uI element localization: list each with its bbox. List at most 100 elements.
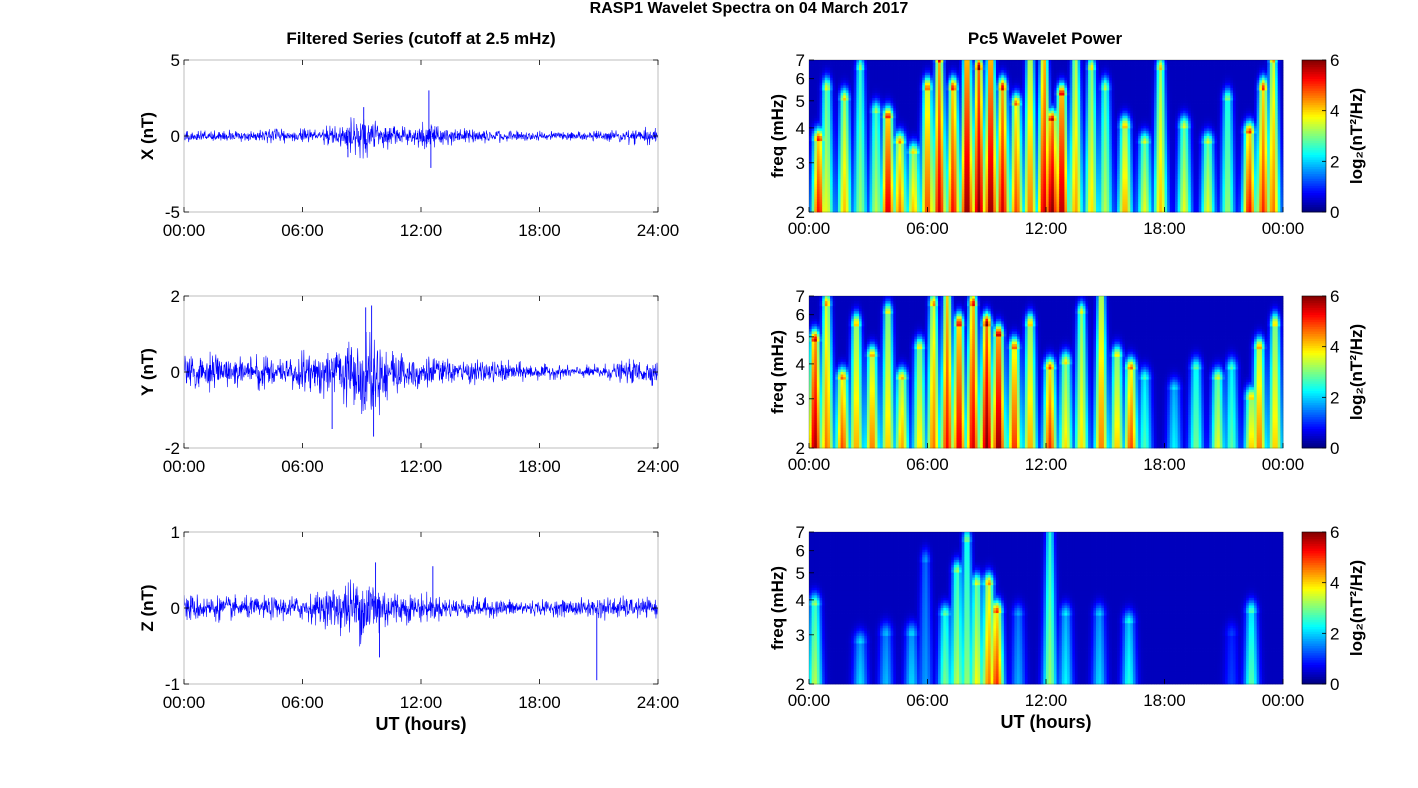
spectrogram-cell [977, 146, 981, 150]
spectrogram-cell [845, 209, 849, 213]
spectrogram-cell [824, 171, 828, 175]
spectrogram-cell [819, 87, 823, 91]
spectrogram-cell [969, 166, 973, 170]
spectrogram-cell [982, 125, 986, 129]
spectrogram-cell [864, 115, 868, 119]
spectrogram-cell [901, 209, 905, 213]
spectrogram-cell [835, 87, 839, 91]
spectrogram-cell [819, 60, 823, 63]
spectrogram-cell [990, 171, 994, 175]
spectrogram-cell [953, 163, 957, 167]
spectrogram-cell [953, 146, 957, 150]
spectrogram-cell [890, 181, 894, 185]
spectrogram-cell [903, 120, 907, 124]
spectrogram-cell [906, 130, 910, 134]
spectrogram-cell [890, 72, 894, 76]
spectrogram-cell [927, 141, 931, 144]
spectrogram-cell [1009, 120, 1013, 124]
spectrogram-cell [943, 125, 947, 129]
spectrogram-cell [985, 156, 989, 160]
spectrogram-cell [914, 176, 918, 180]
spectrogram-cell [985, 110, 989, 114]
spectrogram-cell [938, 130, 942, 134]
spectrogram-cell [893, 189, 897, 193]
spectrogram-cell [1017, 75, 1021, 79]
spectrogram-cell [1009, 184, 1013, 188]
spectrogram-cell [822, 143, 826, 147]
spectrogram-cell [990, 92, 994, 96]
spectrogram-cell [1006, 133, 1010, 137]
spectrogram-cell [890, 141, 894, 144]
spectrogram-cell [916, 158, 920, 162]
spectrogram-cell [853, 70, 857, 74]
spectrogram-cell [866, 141, 870, 144]
spectrogram-cell [835, 174, 839, 177]
timeseries-panel-x: 50-500:00 06:00 12:00 18:00 24:00X (nT) [138, 51, 679, 240]
spectrogram-cell [974, 189, 978, 193]
spectrogram-cell [814, 92, 818, 96]
spectrogram-cell [1017, 141, 1021, 144]
spectrogram-cell [822, 209, 826, 213]
spectrogram-cell [830, 189, 834, 193]
spectrogram-cell [911, 110, 915, 114]
spectrogram-cell [893, 156, 897, 160]
spectrogram-cell [843, 179, 847, 182]
spectrogram-cell [982, 128, 986, 132]
spectrogram-cell [916, 80, 920, 84]
spectrogram-cell [951, 82, 955, 86]
spectrogram-cell [967, 158, 971, 162]
spectrogram-cell [882, 87, 886, 91]
spectrogram-cell [932, 95, 936, 99]
spectrogram-cell [869, 191, 873, 195]
spectrogram-cell [888, 80, 892, 84]
spectrogram-cell [827, 194, 831, 198]
spectrogram-cell [906, 118, 910, 122]
spectrogram-cell [911, 153, 915, 157]
spectrogram-cell [853, 72, 857, 76]
spectrogram-cell [877, 103, 881, 106]
spectrogram-cell [988, 151, 992, 155]
spectrogram-cell [843, 128, 847, 132]
spectrogram-cell [924, 204, 928, 208]
spectrogram-cell [827, 138, 831, 142]
spectrogram-cell [882, 171, 886, 175]
spectrogram-cell [872, 118, 876, 122]
spectrogram-cell [853, 206, 857, 210]
spectrogram-cell [953, 95, 957, 99]
spectrogram-cell [948, 115, 952, 119]
spectrogram-cell [948, 60, 952, 63]
spectrogram-cell [972, 110, 976, 114]
spectrogram-cell [945, 105, 949, 109]
spectrogram-cell [1022, 120, 1026, 124]
spectrogram-cell [1009, 151, 1013, 155]
spectrogram-cell [995, 98, 999, 101]
spectrogram-cell [906, 201, 910, 205]
spectrogram-cell [922, 196, 926, 200]
spectrogram-cell [993, 85, 997, 89]
spectrogram-cell [885, 136, 889, 139]
spectrogram-cell [1011, 67, 1015, 71]
spectrogram-cell [851, 108, 855, 112]
spectrogram-cell [982, 186, 986, 190]
x-tick-label: 24:00 [637, 693, 680, 712]
spectrogram-cell [824, 103, 828, 106]
spectrogram-cell [866, 98, 870, 101]
spectrogram-cell [885, 95, 889, 99]
spectrogram-cell [972, 95, 976, 99]
spectrogram-cell [814, 181, 818, 185]
spectrogram-cell [974, 206, 978, 210]
spectrogram-cell [811, 186, 815, 190]
spectrogram-cell [988, 82, 992, 86]
spectrogram-cell [880, 98, 884, 101]
spectrogram-cell [967, 128, 971, 132]
spectrogram-cell [956, 194, 960, 198]
spectrogram-cell [819, 163, 823, 167]
spectrogram-cell [824, 130, 828, 134]
spectrogram-cell [982, 141, 986, 144]
spectrogram-cell [872, 204, 876, 208]
spectrogram-cell [832, 153, 836, 157]
spectrogram-cell [877, 184, 881, 188]
spectrogram-cell [837, 186, 841, 190]
spectrogram-cell [864, 65, 868, 68]
spectrogram-cell [840, 110, 844, 114]
